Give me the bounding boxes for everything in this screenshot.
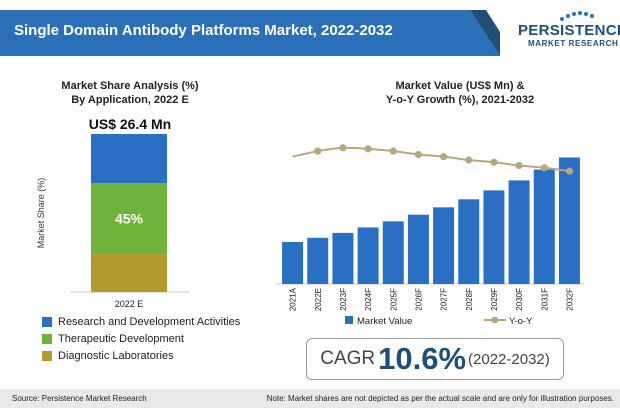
legend-item-diagnostic: Diagnostic Laboratories xyxy=(42,347,240,364)
yoy-point xyxy=(389,147,397,155)
value-bar xyxy=(558,157,580,284)
value-x-tick-label: 2031F xyxy=(540,288,549,311)
value-x-tick-label: 2024F xyxy=(364,288,373,311)
yoy-point xyxy=(565,167,574,175)
value-x-tick-label: 2026F xyxy=(414,288,423,311)
value-x-tick-label: 2022E xyxy=(314,288,323,311)
cagr-value: 10.6% xyxy=(378,341,467,376)
cagr-box: CAGR 10.6% (2022-2032) xyxy=(306,338,564,380)
value-bar xyxy=(357,227,379,284)
footer: Source: Persistence Market Research Note… xyxy=(0,389,620,408)
value-bar xyxy=(282,242,304,284)
logo-subtitle: MARKET RESEARCH xyxy=(528,39,619,48)
cagr-period: (2022-2032) xyxy=(468,350,550,368)
value-bar xyxy=(508,180,530,284)
value-bar xyxy=(382,221,404,284)
legend-marker-yoy xyxy=(491,316,499,324)
left-chart-title-line1: Market Share Analysis (%) xyxy=(61,80,199,92)
legend-swatch-market-value xyxy=(345,316,353,324)
legend-label-diagnostic: Diagnostic Laboratories xyxy=(58,349,174,362)
yoy-point xyxy=(414,150,423,159)
footer-source: Source: Persistence Market Research xyxy=(12,394,147,403)
logo-name: PERSISTENCE xyxy=(518,22,620,39)
yoy-point xyxy=(439,153,448,161)
company-logo: PERSISTENCE MARKET RESEARCH xyxy=(510,8,620,56)
value-bar xyxy=(458,199,480,284)
left-chart-title-line2: By Application, 2022 E xyxy=(71,94,189,106)
legend-label-research: Research and Development Activities xyxy=(58,315,241,328)
legend-swatch-diagnostic xyxy=(42,350,52,361)
legend-item-therapeutic: Therapeutic Development xyxy=(42,330,240,347)
banner-shape xyxy=(0,10,500,56)
value-bar xyxy=(433,207,455,284)
application-legend: Research and Development Activities Ther… xyxy=(42,313,240,364)
market-total-value: US$ 26.4 Mn xyxy=(88,116,172,132)
value-x-tick-label: 2021A xyxy=(289,287,298,311)
value-x-tick-label: 2029F xyxy=(490,288,499,311)
yoy-point xyxy=(364,145,372,153)
legend-label-therapeutic: Therapeutic Development xyxy=(58,332,184,345)
legend-item-research: Research and Development Activities xyxy=(42,313,240,330)
yoy-point xyxy=(540,164,548,172)
share-x-tick-label: 2022 E xyxy=(115,299,144,309)
yoy-point xyxy=(465,156,473,164)
right-chart-title-line1: Market Value (US$ Mn) & xyxy=(395,80,525,92)
yoy-point xyxy=(490,158,498,166)
value-bar xyxy=(307,237,329,284)
legend-label-yoy: Y-o-Y xyxy=(509,316,533,327)
share-y-axis-label: Market Share (%) xyxy=(36,178,46,249)
value-x-tick-label: 2027F xyxy=(440,288,449,311)
logo-dots-icon xyxy=(560,11,594,21)
value-bar xyxy=(483,190,505,284)
value-bar xyxy=(332,232,354,284)
banner-accent xyxy=(470,10,500,56)
value-x-tick-label: 2030F xyxy=(515,288,524,311)
share-bar-label-therapeutic: 45% xyxy=(115,211,144,227)
cagr-label: CAGR xyxy=(320,348,376,369)
legend-label-market-value: Market Value xyxy=(357,316,412,327)
right-chart-title: Market Value (US$ Mn) & Y-o-Y Growth (%)… xyxy=(340,79,580,107)
right-chart-title-line2: Y-o-Y Growth (%), 2021-2032 xyxy=(385,94,535,106)
yoy-point xyxy=(314,147,322,155)
page-title: Single Domain Antibody Platforms Market,… xyxy=(14,22,393,39)
left-chart-title: Market Share Analysis (%) By Application… xyxy=(30,79,230,107)
value-bar xyxy=(407,214,429,284)
title-banner xyxy=(0,10,500,56)
yoy-line xyxy=(292,146,570,173)
legend-swatch-research xyxy=(42,316,52,327)
share-bar-segment-diagnostic xyxy=(91,254,167,292)
share-bar-segment-therapeutic xyxy=(91,182,167,255)
value-x-tick-label: 2032F xyxy=(565,288,574,311)
legend-swatch-therapeutic xyxy=(42,333,52,344)
yoy-point xyxy=(515,161,523,170)
value-bar xyxy=(533,169,555,284)
value-x-tick-label: 2028F xyxy=(465,288,474,311)
share-bar-segment-research xyxy=(91,134,167,183)
value-x-tick-label: 2023F xyxy=(339,288,348,311)
yoy-point xyxy=(339,144,347,152)
footer-note: Note: Market shares are not depicted as … xyxy=(266,394,614,403)
value-x-tick-label: 2025F xyxy=(389,288,398,311)
